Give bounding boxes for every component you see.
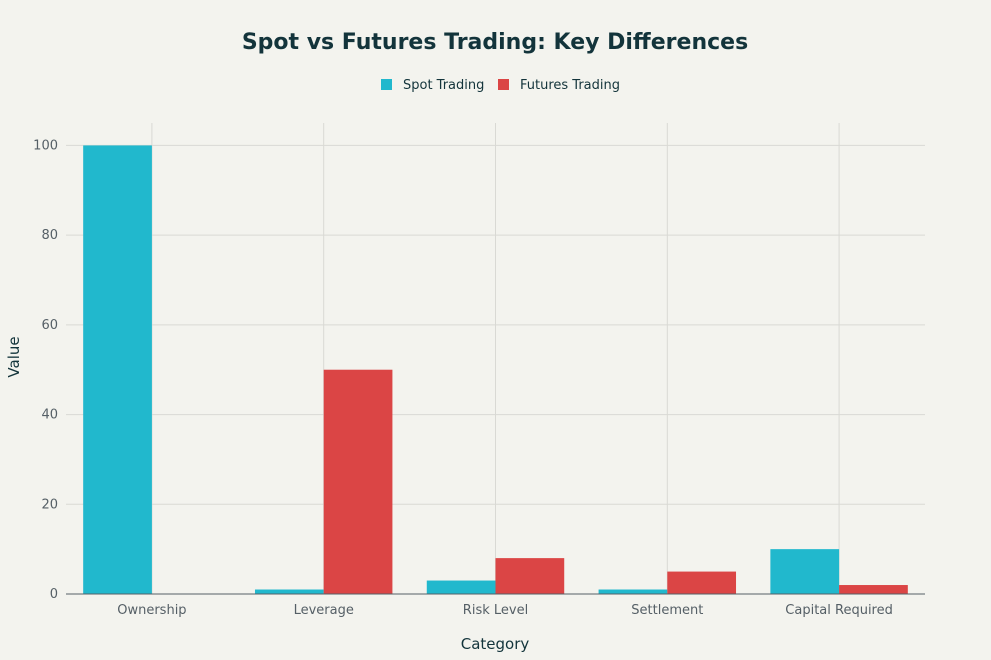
bar-spot-trading-leverage	[254, 589, 324, 594]
legend: Spot Trading Futures Trading	[381, 78, 620, 93]
plot-bars	[83, 145, 908, 594]
y-tick-label: 100	[33, 138, 58, 153]
x-tick-label: Leverage	[294, 603, 354, 618]
bar-futures-trading-capital-required	[839, 585, 908, 594]
y-axis-title: Value	[5, 336, 23, 377]
x-axis-title: Category	[461, 635, 530, 653]
bar-spot-trading-risk-level	[426, 580, 496, 594]
chart-title: Spot vs Futures Trading: Key Differences	[242, 30, 748, 55]
x-tick-label: Ownership	[117, 603, 186, 618]
legend-swatch-spot-trading	[381, 79, 392, 90]
x-tick-label: Settlement	[631, 603, 703, 618]
x-tick-label: Capital Required	[785, 603, 893, 618]
y-tick-label: 0	[50, 587, 58, 602]
plot-grid	[66, 123, 925, 594]
legend-label-futures-trading: Futures Trading	[520, 78, 620, 93]
bar-futures-trading-risk-level	[495, 558, 565, 594]
x-tick-label: Risk Level	[463, 603, 528, 618]
legend-swatch-futures-trading	[498, 79, 509, 90]
y-tick-label: 20	[41, 497, 58, 512]
bar-spot-trading-settlement	[598, 589, 668, 594]
bar-futures-trading-settlement	[667, 571, 737, 594]
y-tick-label: 60	[41, 318, 58, 333]
bar-futures-trading-leverage	[323, 369, 393, 594]
y-tick-label: 40	[41, 408, 58, 423]
bar-spot-trading-capital-required	[770, 549, 840, 594]
bar-spot-trading-ownership	[83, 145, 152, 594]
plot-labels: 0 20 40 60 80 100 Ownership Leverage Risk Level S…	[33, 138, 893, 618]
legend-label-spot-trading: Spot Trading	[403, 78, 484, 93]
y-tick-label: 80	[41, 228, 58, 243]
